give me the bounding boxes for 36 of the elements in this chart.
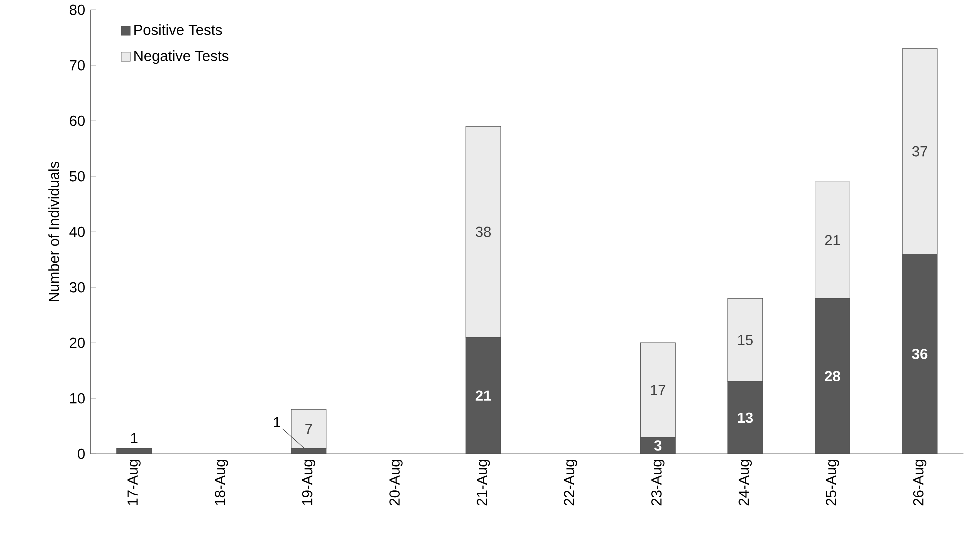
y-tick-label: 20 [70,338,85,348]
x-tick-label: 17-Aug [128,460,141,506]
y-tick-label: 50 [70,171,85,182]
y-tick-label: 30 [70,282,85,293]
y-axis-title: Number of Individuals [48,162,60,302]
data-label: 38 [476,226,492,238]
data-label: 1 [274,417,280,428]
x-tick-label: 19-Aug [302,460,316,506]
y-tick-label: 0 [78,448,85,460]
x-tick-label: 21-Aug [476,460,490,506]
data-label: 37 [912,146,928,157]
data-label: 15 [738,335,753,346]
y-tick-label: 10 [70,393,85,404]
data-label: 13 [738,412,754,424]
data-label: 1 [131,433,138,444]
y-tick-label: 40 [70,226,85,238]
x-tick-label: 20-Aug [390,460,403,506]
data-label: 36 [912,348,928,360]
x-tick-label: 24-Aug [738,460,752,506]
data-label: 28 [825,371,840,382]
y-tick-label: 60 [70,116,85,126]
x-tick-label: 22-Aug [564,460,578,506]
legend-label: Negative Tests [134,50,229,64]
y-tick-label: 70 [70,60,85,71]
data-label: 17 [651,385,666,396]
bar [116,448,152,454]
y-tick-label: 80 [70,4,85,16]
x-tick-label: 18-Aug [215,460,228,506]
data-label: 21 [825,235,840,246]
data-label: 3 [654,440,662,451]
data-label: 7 [306,424,312,434]
x-tick-label: 23-Aug [652,460,665,506]
x-tick-label: 25-Aug [826,460,840,506]
x-tick-label: 26-Aug [913,460,927,506]
legend-label: Positive Tests [134,24,222,36]
data-label: 21 [476,390,492,401]
